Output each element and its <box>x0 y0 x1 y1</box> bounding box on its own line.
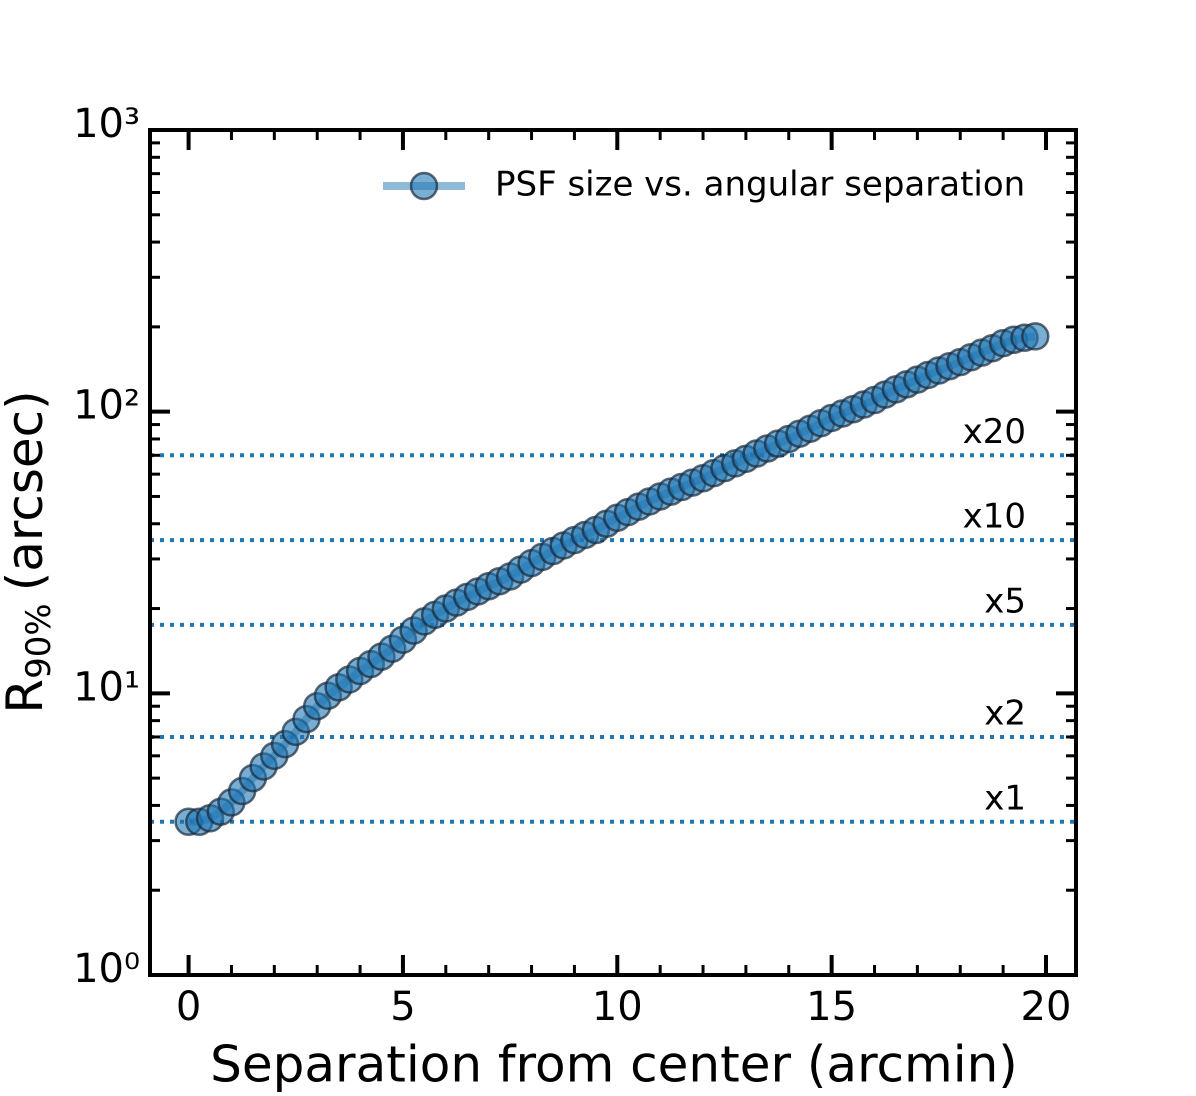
x-tick-label: 15 <box>806 984 857 1030</box>
y-tick-label: 10² <box>73 383 140 429</box>
plot-frame <box>148 128 1078 977</box>
reference-label: x20 <box>963 412 1026 452</box>
legend-label: PSF size vs. angular separation <box>495 165 1025 205</box>
reference-label: x1 <box>984 778 1026 818</box>
x-tick-label: 20 <box>1021 984 1072 1030</box>
y-label-unit: (arcsec) <box>0 390 54 591</box>
y-label-sub: 90% <box>19 603 59 679</box>
series-line <box>188 332 1036 826</box>
x-axis-label: Separation from center (arcmin) <box>210 1036 1018 1094</box>
x-tick-label: 5 <box>390 984 415 1030</box>
reference-label: x10 <box>963 497 1026 537</box>
y-axis-label: R90% (arcsec) <box>0 390 59 713</box>
x-tick-label: 0 <box>176 984 201 1030</box>
y-tick-label: 10³ <box>73 101 140 147</box>
marker <box>1021 322 1050 351</box>
reference-label: x2 <box>984 693 1026 733</box>
reference-label: x5 <box>984 581 1026 621</box>
y-label-main: R <box>0 679 54 714</box>
y-tick-label: 10¹ <box>73 664 140 710</box>
y-tick-label: 10⁰ <box>73 946 140 992</box>
x-tick-label: 10 <box>592 984 643 1030</box>
legend-marker <box>409 171 439 201</box>
